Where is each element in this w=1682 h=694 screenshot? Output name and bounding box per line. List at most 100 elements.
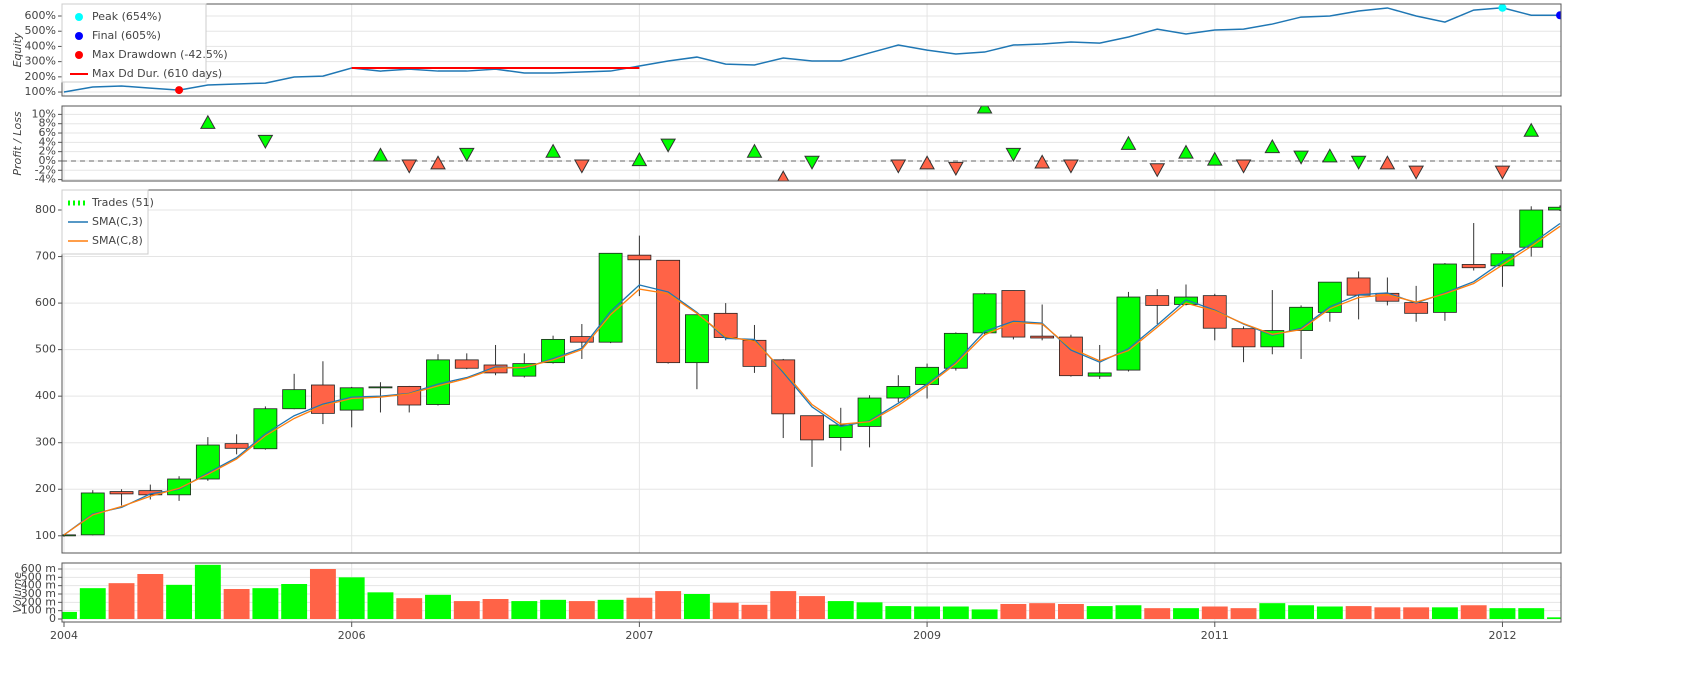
legend-swatch	[75, 13, 83, 21]
trade-pl	[1206, 151, 1223, 166]
y-tick-label: 300	[35, 436, 56, 449]
trade-pl	[631, 152, 648, 167]
trade-pl	[199, 114, 216, 129]
candle-body	[426, 359, 450, 405]
y-tick-label: 300 m	[21, 587, 56, 600]
volume-bar	[942, 606, 969, 619]
trade-pl	[660, 138, 677, 153]
legend-box	[61, 3, 207, 83]
volume-bar	[252, 588, 279, 619]
volume-bar	[309, 569, 336, 619]
x-tick-label: 2012	[1488, 629, 1516, 642]
y-tick-label: 100 m	[21, 604, 56, 617]
volume-bar	[914, 606, 941, 619]
trade-pl	[1005, 147, 1022, 163]
volume-bar	[1057, 604, 1084, 619]
trade-pl	[1322, 148, 1338, 163]
panel	[62, 106, 1561, 181]
y-tick-label: -2%	[35, 163, 56, 176]
legend-swatch	[75, 51, 83, 59]
candle-body	[800, 415, 824, 441]
volume-bar	[166, 584, 193, 619]
trade-pl	[919, 155, 935, 170]
candle-body	[1490, 253, 1515, 267]
volume-bar	[597, 599, 624, 619]
volume-bar	[1547, 617, 1561, 619]
volume-bar	[568, 601, 595, 619]
sma-line	[63, 225, 1561, 536]
volume-bar	[137, 574, 164, 619]
trade-pl	[1235, 159, 1252, 174]
panel-frame	[61, 562, 1562, 623]
x-tick-label: 2004	[50, 629, 78, 642]
candle-body	[167, 478, 191, 496]
candle-body	[713, 312, 738, 338]
volume-bar	[770, 591, 797, 619]
candle-body	[828, 424, 853, 438]
y-tick-label: 800	[35, 203, 56, 216]
volume-bar	[741, 604, 768, 619]
volume-bar	[281, 584, 308, 619]
candle-body	[1231, 328, 1256, 348]
y-tick-label: 100%	[25, 85, 56, 98]
legend-label: SMA(C,3)	[92, 215, 143, 228]
y-tick-label: 0%	[39, 154, 56, 167]
trade-pl	[1178, 144, 1194, 159]
volume-bar	[1288, 605, 1315, 619]
volume-bar	[799, 596, 825, 619]
candle-body	[1433, 263, 1457, 313]
trade-pl	[1264, 138, 1281, 154]
y-tick-label: 400	[35, 389, 56, 402]
candle-body	[224, 443, 249, 449]
y-tick-label: 200 m	[21, 595, 56, 608]
candle-body	[541, 338, 565, 364]
y-tick-label: 600	[35, 296, 56, 309]
y-tick-label: 10%	[32, 107, 56, 120]
equity-point	[1556, 11, 1561, 20]
trade-pl	[976, 106, 993, 114]
volume-bar	[338, 577, 365, 619]
candle-body	[1548, 206, 1561, 211]
candle-body	[1001, 290, 1026, 338]
candle-body	[397, 385, 422, 406]
volume-bar	[827, 601, 854, 619]
y-tick-label: 100	[35, 529, 56, 542]
trade-pl	[777, 170, 790, 181]
candle-body	[1404, 302, 1429, 314]
legend-label: Peak (654%)	[92, 10, 162, 23]
trade-pl	[1523, 122, 1540, 137]
trade-pl	[430, 155, 446, 170]
volume-bar	[971, 609, 998, 619]
volume-bar	[511, 601, 538, 619]
trade-pl	[1293, 150, 1309, 165]
x-tick-label: 2009	[913, 629, 941, 642]
volume-bar	[1316, 606, 1343, 619]
volume-bar	[1029, 603, 1056, 619]
panel-frame	[61, 105, 1562, 182]
volume-bar	[1489, 608, 1516, 619]
volume-bar	[1403, 607, 1430, 619]
candle-body	[857, 397, 882, 427]
trade-pl	[372, 147, 389, 162]
volume-bar	[1345, 606, 1372, 619]
candle-body	[483, 364, 508, 374]
volume-bar	[396, 598, 423, 619]
y-axis-label: Volume	[11, 572, 24, 613]
equity-line	[63, 7, 1560, 93]
panel-frame	[61, 3, 1562, 97]
candle-body	[972, 293, 997, 334]
candle-body	[1116, 296, 1141, 371]
candle-body	[1519, 209, 1544, 248]
legend-label: Final (605%)	[92, 29, 161, 42]
volume-bar	[108, 583, 135, 619]
y-tick-label: 4%	[39, 135, 56, 148]
volume-bar	[367, 592, 394, 619]
y-tick-label: 2%	[39, 145, 56, 158]
candle-body	[886, 385, 911, 399]
y-tick-label: 500%	[25, 24, 56, 37]
trade-pl	[1034, 154, 1050, 169]
candle-body	[598, 252, 623, 343]
y-tick-label: 400 m	[21, 579, 56, 592]
